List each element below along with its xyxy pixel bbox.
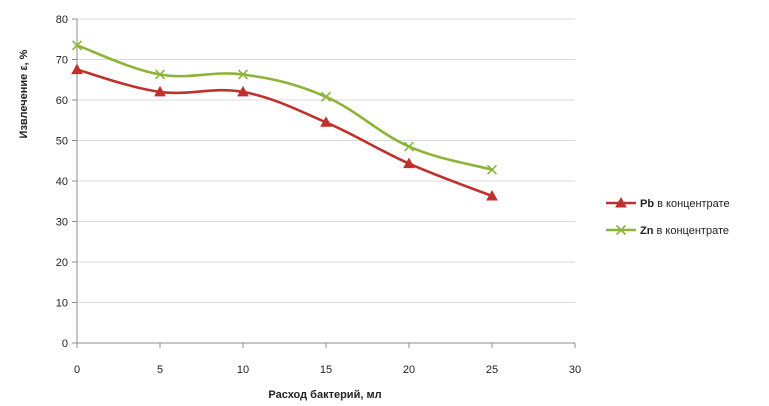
legend-item-zn: Zn в концентрате bbox=[606, 224, 729, 237]
series-line-zn bbox=[75, 44, 494, 171]
legend-label-pb: Pb в концентрате bbox=[640, 198, 730, 210]
axes bbox=[72, 18, 576, 348]
x-tick-label-25: 25 bbox=[486, 364, 498, 376]
legend-label-zn: Zn в концентрате bbox=[640, 225, 729, 237]
series-pb bbox=[71, 63, 498, 201]
data-point-zn-15 bbox=[320, 91, 332, 102]
data-point-pb-5 bbox=[154, 85, 166, 97]
y-tick-label-10: 10 bbox=[56, 298, 68, 310]
data-point-pb-15 bbox=[320, 116, 332, 127]
legend-marker-pb bbox=[615, 196, 627, 208]
data-point-zn-0 bbox=[71, 40, 83, 51]
data-point-pb-25 bbox=[486, 189, 498, 201]
x-axis-title: Расход бактерий, мл bbox=[268, 389, 381, 401]
x-tick-label-5: 5 bbox=[157, 364, 163, 376]
legend: Pb в концентрате Zn в концентрате bbox=[606, 196, 730, 237]
y-axis-title: Извлечение ε, % bbox=[18, 49, 30, 138]
y-tick-label-50: 50 bbox=[56, 136, 68, 148]
y-tick-label-30: 30 bbox=[56, 217, 68, 229]
data-point-pb-0 bbox=[71, 63, 83, 75]
series-zn bbox=[71, 40, 498, 175]
y-tick-labels: 0 10 20 30 40 50 60 70 80 bbox=[56, 14, 68, 350]
y-tick-label-60: 60 bbox=[56, 95, 68, 107]
x-tick-labels: 0 5 10 15 20 25 30 bbox=[74, 364, 581, 376]
x-tick-label-30: 30 bbox=[569, 364, 581, 376]
x-tick-label-0: 0 bbox=[74, 364, 80, 376]
y-tick-label-20: 20 bbox=[56, 257, 68, 269]
data-point-zn-20 bbox=[403, 141, 415, 152]
x-tick-label-20: 20 bbox=[403, 364, 415, 376]
data-point-pb-10 bbox=[237, 85, 249, 97]
series bbox=[71, 40, 498, 201]
data-point-zn-5 bbox=[154, 69, 166, 80]
x-tick-label-15: 15 bbox=[320, 364, 332, 376]
y-tick-label-70: 70 bbox=[56, 55, 68, 67]
data-point-zn-25 bbox=[486, 164, 498, 175]
data-point-zn-10 bbox=[237, 69, 249, 80]
y-tick-label-0: 0 bbox=[62, 338, 68, 350]
y-tick-label-40: 40 bbox=[56, 176, 68, 188]
data-point-pb-20 bbox=[403, 157, 415, 169]
legend-marker-zn bbox=[615, 224, 627, 236]
series-line-pb bbox=[75, 68, 494, 198]
x-tick-label-10: 10 bbox=[237, 364, 249, 376]
y-tick-label-80: 80 bbox=[56, 14, 68, 26]
gridlines bbox=[77, 18, 575, 303]
legend-item-pb: Pb в концентрате bbox=[606, 196, 730, 210]
